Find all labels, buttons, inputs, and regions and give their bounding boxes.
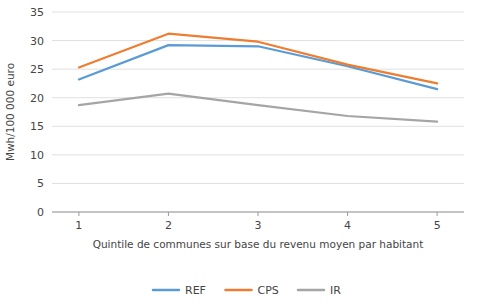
legend-label: CPS xyxy=(258,284,279,297)
legend: REF CPS IR xyxy=(153,284,341,297)
series-line xyxy=(79,94,437,122)
y-tick-label: 20 xyxy=(30,92,44,105)
y-axis-label: Mwh/100 000 euro xyxy=(4,63,16,161)
chart-container: 0 5 10 15 20 25 30 35 1 2 3 4 5 Quintile de communes … xyxy=(0,0,480,308)
x-tick xyxy=(168,212,169,216)
x-tick-label: 1 xyxy=(75,219,82,232)
chart-svg: 0 5 10 15 20 25 30 35 1 2 3 4 5 Quintile de communes … xyxy=(0,0,480,308)
grid-line xyxy=(52,183,464,184)
x-tick-label: 5 xyxy=(434,219,441,232)
grid-line xyxy=(52,126,464,127)
grid-line xyxy=(52,69,464,70)
grid-line xyxy=(52,97,464,98)
y-grid xyxy=(52,12,464,212)
y-tick-label: 30 xyxy=(30,35,44,48)
y-tick-label: 5 xyxy=(37,177,44,190)
plot-area xyxy=(79,34,437,122)
x-tick-label: 2 xyxy=(165,219,172,232)
x-tick xyxy=(437,212,438,216)
grid-line xyxy=(52,12,464,13)
series-line xyxy=(79,45,437,89)
legend-swatch xyxy=(298,289,324,292)
y-tick-label: 0 xyxy=(37,206,44,219)
x-tick xyxy=(258,212,259,216)
legend-label: IR xyxy=(330,284,341,297)
x-tick-label: 4 xyxy=(344,219,351,232)
y-tick-label: 35 xyxy=(30,6,44,19)
y-tick-label: 15 xyxy=(30,120,44,133)
x-tick-label: 3 xyxy=(255,219,262,232)
grid-line xyxy=(52,154,464,155)
x-axis-label: Quintile de communes sur base du revenu … xyxy=(93,238,424,250)
x-tick xyxy=(347,212,348,216)
legend-swatch xyxy=(153,289,179,292)
legend-label: REF xyxy=(185,284,206,297)
x-tick xyxy=(78,212,79,216)
legend-swatch xyxy=(226,289,252,292)
y-tick-label: 10 xyxy=(30,149,44,162)
series-line xyxy=(79,34,437,84)
y-tick-label: 25 xyxy=(30,63,44,76)
